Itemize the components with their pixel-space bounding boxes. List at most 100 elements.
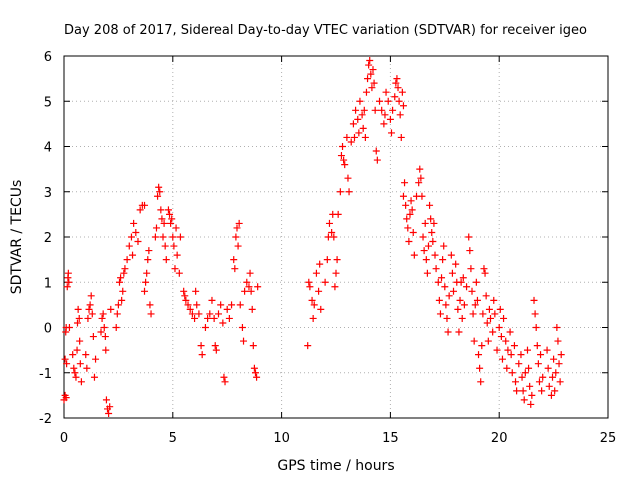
data-point-marker: [386, 115, 394, 123]
data-point-marker: [544, 364, 552, 372]
x-tick-label: 0: [60, 431, 68, 446]
data-point-marker: [107, 305, 115, 313]
data-point-marker: [431, 251, 439, 259]
data-point-marker: [484, 337, 492, 345]
data-point-marker: [253, 373, 261, 381]
data-point-marker: [520, 396, 528, 404]
data-point-marker: [102, 396, 110, 404]
data-point-marker: [206, 310, 214, 318]
data-point-marker: [502, 337, 510, 345]
data-point-marker: [535, 378, 543, 386]
data-point-marker: [172, 224, 180, 232]
data-point-marker: [444, 328, 452, 336]
data-point-marker: [500, 314, 508, 322]
data-point-marker: [156, 188, 164, 196]
data-point-marker: [435, 296, 443, 304]
data-point-marker: [64, 269, 72, 277]
data-point-marker: [134, 238, 142, 246]
data-point-marker: [184, 301, 192, 309]
data-point-marker: [62, 394, 70, 402]
data-point-marker: [457, 278, 465, 286]
data-point-marker: [452, 260, 460, 268]
y-tick-label: 4: [44, 141, 52, 156]
data-point-marker: [160, 219, 168, 227]
data-point-marker: [551, 387, 559, 395]
data-point-marker: [212, 346, 220, 354]
data-point-marker: [459, 274, 467, 282]
data-point-marker: [439, 256, 447, 264]
data-point-marker: [350, 133, 358, 141]
data-point-marker: [476, 364, 484, 372]
data-point-marker: [523, 346, 531, 354]
data-point-marker: [409, 228, 417, 236]
data-point-marker: [157, 206, 165, 214]
data-point-marker: [136, 206, 144, 214]
data-point-marker: [152, 224, 160, 232]
data-point-marker: [143, 269, 151, 277]
data-point-marker: [525, 364, 533, 372]
data-point-marker: [473, 296, 481, 304]
data-point-marker: [310, 301, 318, 309]
data-point-marker: [527, 400, 535, 408]
data-point-marker: [378, 106, 386, 114]
data-point-marker: [354, 115, 362, 123]
data-point-marker: [117, 274, 125, 282]
x-tick-label: 20: [491, 431, 508, 446]
data-point-marker: [341, 161, 349, 169]
data-point-marker: [245, 283, 253, 291]
data-point-marker: [154, 192, 162, 200]
data-point-marker: [347, 138, 355, 146]
data-point-marker: [401, 179, 409, 187]
data-point-marker: [515, 360, 523, 368]
data-point-marker: [220, 373, 228, 381]
data-point-marker: [250, 364, 258, 372]
data-point-marker: [344, 174, 352, 182]
data-point-marker: [246, 269, 254, 277]
data-point-marker: [221, 378, 229, 386]
data-point-marker: [197, 342, 205, 350]
data-point-marker: [328, 228, 336, 236]
data-point-marker: [358, 111, 366, 119]
x-tick-label: 25: [600, 431, 617, 446]
x-tick-label: 15: [382, 431, 399, 446]
data-point-marker: [195, 310, 203, 318]
data-point-marker: [69, 351, 77, 359]
data-point-marker: [75, 314, 83, 322]
data-point-marker: [231, 265, 239, 273]
data-point-marker: [416, 165, 424, 173]
data-point-marker: [419, 233, 427, 241]
data-point-marker: [340, 156, 348, 164]
data-point-marker: [331, 283, 339, 291]
data-point-marker: [404, 224, 412, 232]
data-point-marker: [428, 228, 436, 236]
data-point-marker: [517, 351, 525, 359]
data-point-marker: [151, 233, 159, 241]
data-point-marker: [399, 192, 407, 200]
data-point-marker: [393, 75, 401, 83]
data-point-marker: [208, 296, 216, 304]
data-point-marker: [380, 120, 388, 128]
data-point-marker: [217, 301, 225, 309]
data-point-marker: [123, 256, 131, 264]
data-point-marker: [339, 143, 347, 150]
data-point-marker: [475, 351, 483, 359]
data-point-marker: [512, 378, 520, 386]
data-point-marker: [391, 93, 399, 101]
data-point-marker: [113, 310, 121, 318]
data-point-marker: [482, 292, 490, 300]
data-point-marker: [415, 179, 423, 187]
data-point-marker: [479, 310, 487, 318]
data-point-marker: [115, 278, 123, 286]
data-point-marker: [398, 88, 406, 96]
data-point-marker: [553, 324, 561, 331]
data-point-marker: [458, 314, 466, 322]
data-point-marker: [504, 346, 512, 354]
data-point-marker: [236, 301, 244, 309]
data-point-marker: [407, 197, 415, 205]
data-point-marker: [76, 337, 84, 345]
data-point-marker: [466, 247, 474, 255]
data-point-marker: [146, 301, 154, 309]
data-point-marker: [132, 228, 140, 236]
data-point-marker: [144, 256, 152, 264]
data-point-marker: [186, 305, 194, 313]
